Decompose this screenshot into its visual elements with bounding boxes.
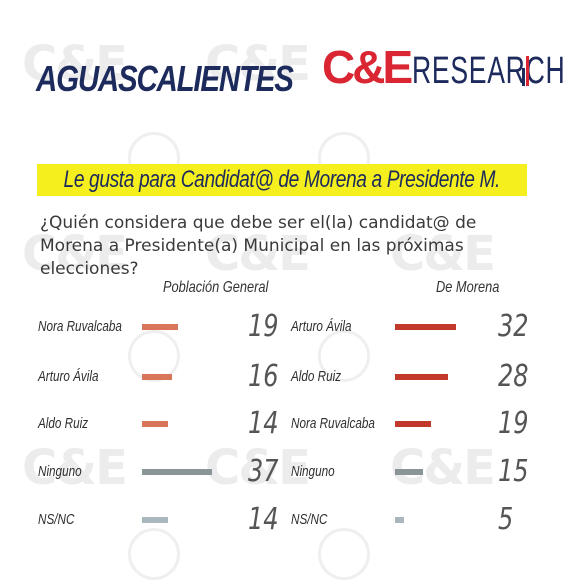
bar xyxy=(395,469,423,475)
category-label: NS/NC xyxy=(38,511,75,528)
watermark: C&E xyxy=(22,226,128,282)
data-label: 32 xyxy=(498,309,529,344)
brand-mark: C&E xyxy=(322,41,413,93)
brand-logo: C&E RESEARCH xyxy=(322,44,565,90)
brand-word: RESEARCH xyxy=(412,50,565,92)
category-label: Nora Ruvalcaba xyxy=(38,318,122,335)
watermark: C&E xyxy=(22,440,128,496)
watermark: C&E xyxy=(390,226,496,282)
category-label: Ninguno xyxy=(38,463,82,480)
watermark: C&E xyxy=(205,36,311,92)
category-label: Aldo Ruiz xyxy=(291,368,342,385)
data-label: 37 xyxy=(248,454,279,489)
data-label: 14 xyxy=(248,406,279,441)
bar xyxy=(395,517,404,523)
watermark-badge-icon xyxy=(318,330,370,382)
bar xyxy=(142,374,172,380)
data-label: 19 xyxy=(248,309,279,344)
watermark: C&E xyxy=(22,36,128,92)
bar xyxy=(395,374,448,380)
watermark-badge-icon xyxy=(128,528,180,580)
brand-bars-icon xyxy=(522,56,529,86)
bar xyxy=(142,469,212,475)
bar xyxy=(395,324,456,330)
category-label: Ninguno xyxy=(291,463,335,480)
category-label: NS/NC xyxy=(291,511,328,528)
category-label: Nora Ruvalcaba xyxy=(291,415,375,432)
data-label: 14 xyxy=(248,502,279,537)
region-title: AGUASCALIENTES xyxy=(36,58,294,99)
bar xyxy=(142,421,168,427)
banner: Le gusta para Candidat@ de Morena a Pres… xyxy=(37,164,527,196)
data-label: 19 xyxy=(498,406,529,441)
bar xyxy=(142,517,168,523)
category-label: Arturo Ávila xyxy=(291,318,352,335)
bar xyxy=(395,421,431,427)
watermark: C&E xyxy=(205,226,311,282)
chart-title: De Morena xyxy=(436,279,500,296)
watermark-badge-icon xyxy=(128,330,180,382)
data-label: 15 xyxy=(498,454,529,489)
bar xyxy=(142,324,178,330)
watermark: C&E xyxy=(205,440,311,496)
category-label: Arturo Ávila xyxy=(38,368,99,385)
data-label: 5 xyxy=(498,502,514,537)
question-text: ¿Quién considera que debe ser el(la) can… xyxy=(40,213,477,279)
category-label: Aldo Ruiz xyxy=(38,415,89,432)
banner-text: Le gusta para Candidat@ de Morena a Pres… xyxy=(63,166,501,193)
data-label: 28 xyxy=(498,359,529,394)
watermark: C&E xyxy=(390,440,496,496)
watermark-badge-icon xyxy=(318,528,370,580)
data-label: 16 xyxy=(248,359,279,394)
chart-title: Población General xyxy=(163,279,269,296)
